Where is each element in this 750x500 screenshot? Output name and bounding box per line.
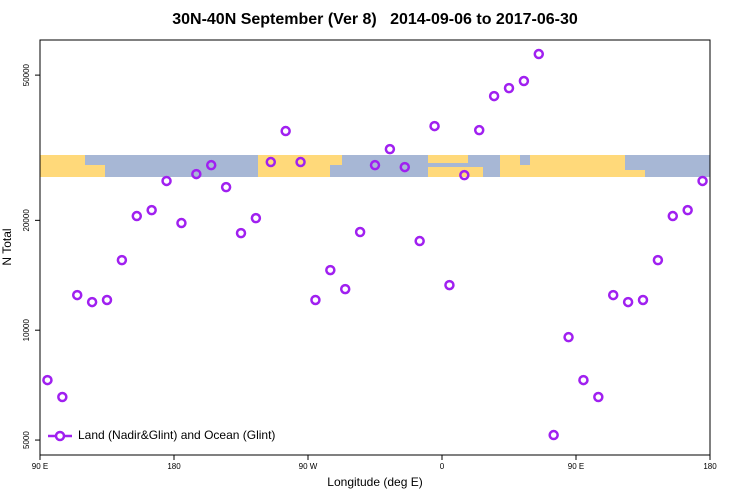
y-tick-label: 20000: [22, 209, 31, 232]
point: [101, 294, 113, 306]
point: [176, 217, 187, 229]
point: [116, 254, 128, 266]
y-tick-label: 50000: [22, 63, 31, 86]
land: [330, 155, 342, 165]
x-tick-label: 90 W: [299, 462, 318, 471]
land: [40, 155, 85, 177]
point: [250, 212, 262, 224]
x-tick-label: 180: [703, 462, 717, 471]
point: [563, 331, 574, 343]
point: [637, 294, 649, 306]
legend-label: Land (Nadir&Glint) and Ocean (Glint): [78, 428, 275, 442]
point: [399, 161, 411, 173]
point: [295, 156, 306, 168]
x-tick-label: 0: [440, 462, 445, 471]
point: [310, 294, 321, 306]
point: [280, 125, 291, 137]
point: [265, 156, 277, 168]
point: [697, 175, 708, 187]
point: [503, 82, 515, 94]
y-axis-label: N Total: [0, 228, 14, 265]
land: [500, 155, 625, 177]
point: [548, 429, 559, 441]
point: [71, 289, 83, 301]
point: [473, 124, 485, 136]
y-tick-label: 5000: [22, 431, 31, 449]
point: [161, 175, 172, 187]
land: [428, 167, 483, 177]
y-tick-label: 10000: [22, 319, 31, 342]
x-tick-label: 90 E: [568, 462, 584, 471]
point: [459, 169, 470, 181]
chart-title: 30N-40N September (Ver 8) 2014-09-06 to …: [172, 11, 578, 28]
point: [518, 75, 530, 87]
legend-marker: [54, 430, 66, 442]
point: [414, 235, 425, 247]
point: [220, 181, 232, 193]
point: [86, 296, 98, 308]
land: [625, 170, 645, 177]
point: [131, 210, 143, 222]
land: [428, 155, 468, 163]
point: [607, 289, 619, 301]
point: [235, 227, 247, 239]
point: [339, 283, 351, 295]
point: [429, 120, 440, 132]
land: [258, 155, 330, 177]
point: [652, 254, 664, 266]
point: [444, 279, 455, 291]
point: [42, 374, 53, 386]
x-tick-label: 180: [167, 462, 181, 471]
point: [384, 143, 396, 155]
point: [57, 391, 68, 403]
point: [578, 374, 589, 386]
point: [622, 296, 634, 308]
point: [354, 226, 366, 238]
x-axis-label: Longitude (deg E): [327, 475, 422, 489]
point: [488, 90, 500, 102]
sea: [520, 155, 530, 165]
point: [369, 159, 381, 171]
point: [205, 159, 217, 171]
land: [85, 165, 105, 177]
point: [533, 48, 545, 60]
point: [667, 210, 679, 222]
point: [593, 391, 604, 403]
point: [146, 204, 157, 216]
point: [325, 264, 336, 276]
plot-frame: [39, 39, 711, 456]
x-tick-label: 90 E: [32, 462, 48, 471]
map-strip: [40, 155, 710, 177]
point: [191, 168, 202, 180]
point: [682, 204, 693, 216]
